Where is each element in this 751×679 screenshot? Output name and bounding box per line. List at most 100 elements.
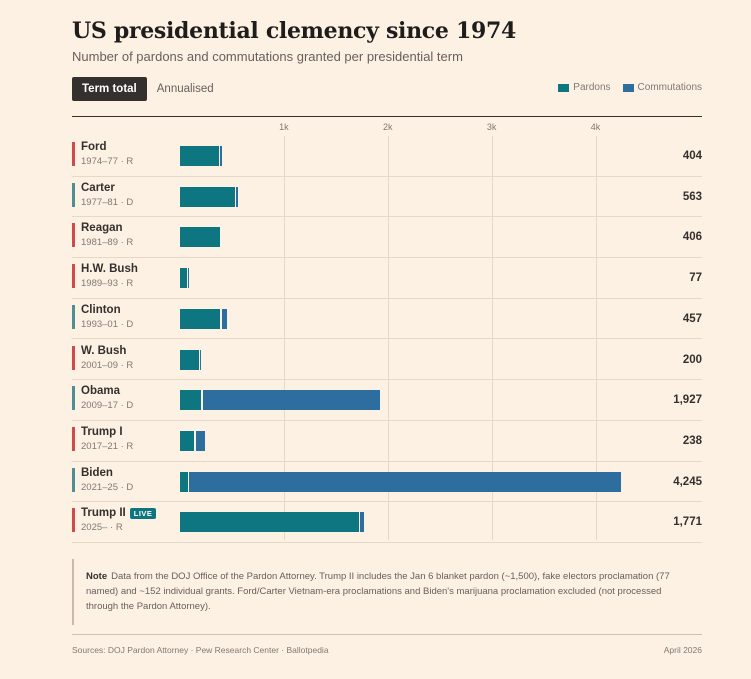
view-toggle: Term total Annualised [72, 77, 224, 101]
party-marker [72, 508, 75, 533]
bar-pardons [180, 512, 360, 533]
legend-pardons-swatch [558, 83, 570, 92]
legend-pardons: Pardons [558, 82, 611, 93]
bar-separator [220, 227, 222, 248]
party-marker [72, 345, 75, 370]
president-name: Reagan [81, 222, 123, 235]
chart-title: US presidential clemency since 1974 [72, 18, 516, 44]
president-name-row: Biden [81, 467, 113, 479]
term-label: 1981–89 · R [81, 237, 134, 249]
party-marker [72, 223, 75, 248]
party-marker [72, 304, 75, 329]
total-label: 563 [682, 190, 702, 203]
gridline-1k [283, 136, 285, 540]
party-marker [72, 182, 75, 207]
bar-commutations [221, 308, 228, 329]
bar-pardons [180, 186, 236, 207]
president-name: Clinton [81, 303, 121, 316]
president-name-row: W. Bush [81, 345, 126, 357]
axis-line [72, 116, 702, 117]
president-name-row: H.W. Bush [81, 263, 138, 275]
term-label: 2025– · R [81, 522, 123, 534]
gridline-4k [595, 136, 597, 540]
note-text: Data from the DOJ Office of the Pardon A… [86, 571, 670, 612]
party-marker [72, 264, 75, 289]
table-row: Biden 2021–25 · D 4,245 [72, 462, 702, 503]
president-name: Obama [81, 385, 120, 398]
legend: Pardons Commutations [558, 82, 702, 93]
party-marker [72, 142, 75, 166]
term-label: 1989–93 · R [81, 278, 134, 290]
bar-separator [187, 471, 190, 492]
legend-commutations-swatch [622, 83, 634, 92]
table-row: H.W. Bush 1989–93 · R 77 [72, 258, 702, 299]
gridline-3k [491, 136, 493, 540]
table-row: W. Bush 2001–09 · R 200 [72, 340, 702, 381]
bar-separator [186, 268, 189, 289]
bar-commutations [219, 146, 222, 166]
live-badge: LIVE [129, 507, 157, 519]
bar-pardons [180, 471, 189, 492]
chart-subtitle: Number of pardons and commutations grant… [72, 49, 463, 64]
x-tick-label: 3k [486, 122, 497, 132]
bar-commutations [194, 430, 205, 451]
bar-separator [198, 349, 201, 370]
president-name-row: Carter [81, 182, 115, 194]
table-row: Trump I 2017–21 · R 238 [72, 421, 702, 462]
president-name-row: Trump II LIVE [81, 507, 157, 520]
term-label: 2021–25 · D [81, 481, 134, 493]
gridline-2k [387, 136, 389, 540]
president-name: Ford [81, 141, 107, 153]
total-label: 238 [682, 434, 702, 447]
bar-commutations [235, 186, 239, 207]
bar-separator [218, 146, 221, 166]
party-marker [72, 426, 75, 451]
party-marker [72, 467, 75, 492]
bar-pardons [180, 227, 221, 248]
president-name-row: Reagan [81, 222, 123, 234]
bar-pardons [180, 308, 222, 329]
term-label: 2001–09 · R [81, 359, 134, 371]
total-label: 1,927 [673, 394, 702, 407]
president-name: Trump I [81, 425, 123, 438]
total-label: 406 [682, 231, 702, 244]
footer-divider [72, 634, 702, 635]
table-row: Clinton 1993–01 · D 457 [72, 299, 702, 340]
total-label: 404 [682, 150, 702, 162]
bar-separator [201, 390, 203, 411]
x-tick-label: 4k [590, 122, 601, 132]
total-label: 4,245 [673, 475, 702, 488]
annualised-button[interactable]: Annualised [147, 77, 224, 101]
x-tick-label: 1k [279, 122, 289, 132]
term-label: 1974–77 · R [81, 156, 134, 167]
bar-separator [358, 512, 361, 533]
total-label: 457 [682, 312, 702, 325]
bar-commutations [359, 512, 364, 533]
term-label: 2017–21 · R [81, 440, 134, 452]
table-row: Reagan 1981–89 · R 406 [72, 217, 702, 259]
bar-separator [194, 430, 196, 451]
total-label: 1,771 [673, 516, 702, 529]
note-label: Note [86, 571, 108, 582]
bar-pardons [180, 430, 195, 451]
term-label: 2009–17 · D [81, 400, 134, 412]
table-row: Trump II LIVE 2025– · R 1,771 [72, 502, 702, 543]
publish-date: April 2026 [663, 645, 702, 655]
x-tick-label: 2k [383, 122, 393, 132]
term-total-button[interactable]: Term total [72, 77, 147, 101]
table-row: Obama 2009–17 · D 1,927 [72, 380, 702, 421]
president-name-row: Ford [81, 141, 107, 153]
president-name: Trump II [81, 507, 126, 520]
legend-commutations: Commutations [622, 82, 702, 93]
term-label: 1993–01 · D [81, 318, 134, 330]
bar-pardons [180, 390, 203, 411]
president-name-row: Obama [81, 385, 120, 397]
bar-commutations [202, 390, 381, 411]
legend-pardons-label: Pardons [573, 82, 611, 93]
party-marker [72, 386, 75, 411]
total-label: 77 [689, 272, 702, 285]
bar-pardons [180, 146, 220, 166]
president-name-row: Trump I [81, 426, 123, 438]
president-name-row: Clinton [81, 304, 121, 316]
term-label: 1977–81 · D [81, 196, 134, 208]
